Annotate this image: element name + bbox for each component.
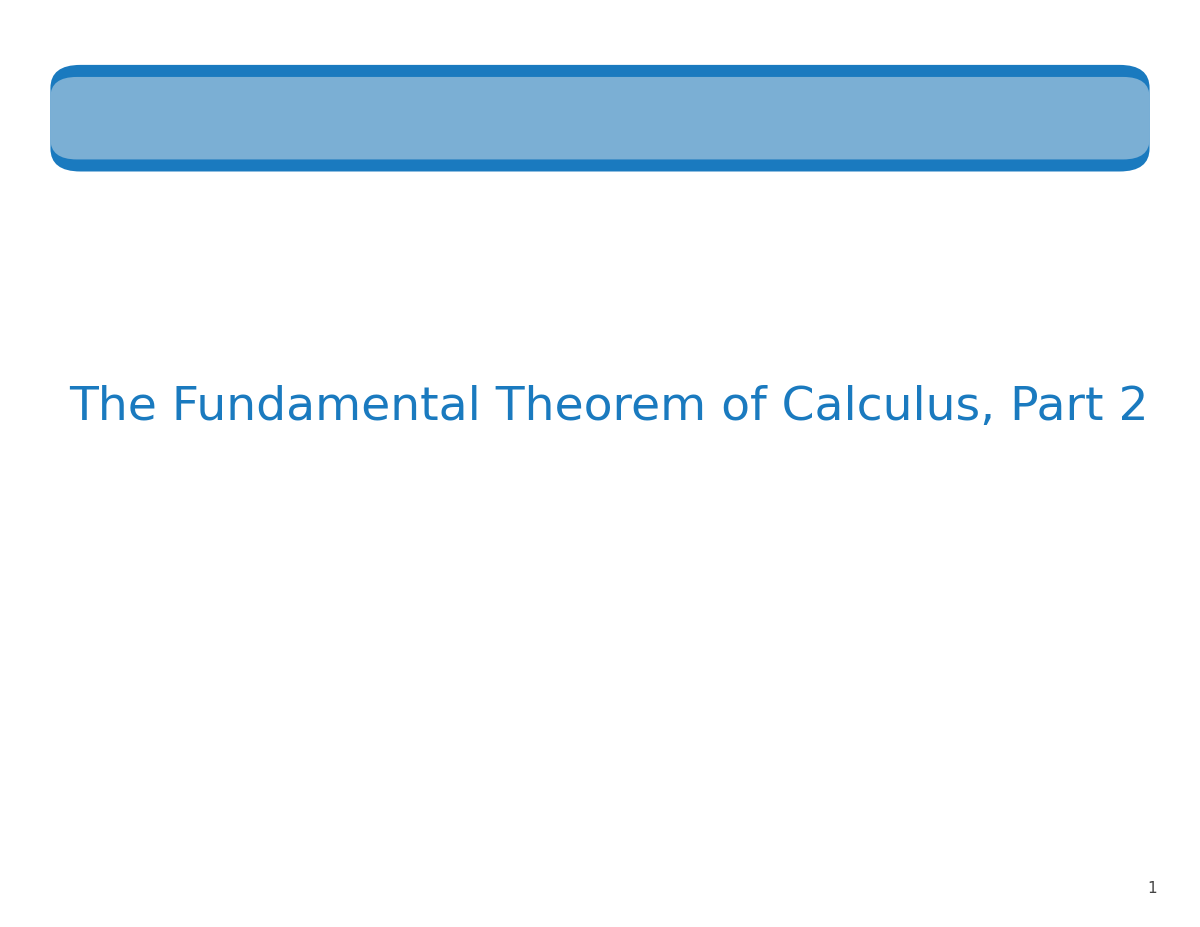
FancyBboxPatch shape [50, 65, 1150, 171]
FancyBboxPatch shape [50, 77, 1150, 159]
Text: 1: 1 [1147, 881, 1157, 895]
Text: The Fundamental Theorem of Calculus, Part 2: The Fundamental Theorem of Calculus, Par… [70, 386, 1150, 430]
